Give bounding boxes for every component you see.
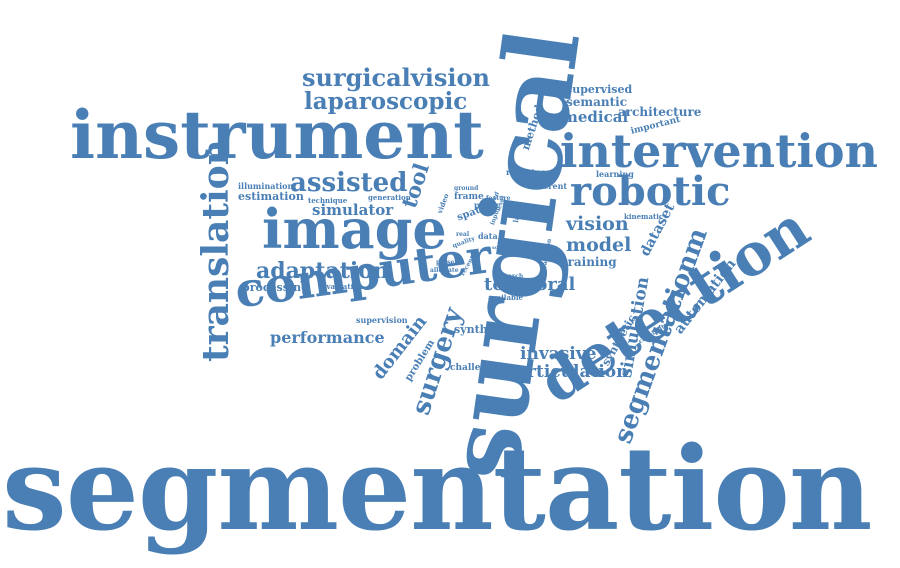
word-training: training bbox=[562, 255, 617, 269]
word-medical: medical bbox=[562, 108, 629, 126]
word-challenging: challenging bbox=[450, 363, 510, 373]
word-robustness: robustness bbox=[506, 167, 556, 177]
word-feature: feature bbox=[486, 195, 511, 202]
word-architecture: architecture bbox=[618, 105, 702, 119]
word-research: research bbox=[494, 273, 524, 280]
word-real: real bbox=[456, 231, 470, 238]
word-alleviate: alleviate bbox=[430, 267, 459, 274]
word-data: data bbox=[478, 231, 498, 241]
word-intervention: intervention bbox=[560, 124, 878, 178]
word-technique: technique bbox=[308, 196, 348, 205]
word-invasive: invasive bbox=[520, 344, 597, 364]
word-video: video bbox=[435, 192, 451, 215]
word-supervised: supervised bbox=[566, 83, 633, 96]
word-vision: vision bbox=[566, 213, 629, 235]
word-frame: frame bbox=[454, 192, 484, 202]
word-learning: learning bbox=[596, 169, 634, 179]
word-adaptation: adaptation bbox=[256, 258, 389, 284]
word-ground: ground bbox=[454, 185, 479, 192]
word-supervision: supervision bbox=[356, 315, 408, 325]
word-robotic: robotic bbox=[570, 168, 731, 215]
word-kinematic: kinematic bbox=[624, 212, 664, 221]
word-processing: processing bbox=[242, 281, 309, 294]
word-performance: performance bbox=[270, 328, 385, 347]
word-segmentation: segmentation bbox=[2, 422, 873, 557]
word-surgicalvision: surgicalvision bbox=[302, 63, 490, 92]
word-model: model bbox=[566, 234, 632, 256]
word-synthesis: synthesis bbox=[454, 323, 512, 336]
word-laparoscopic: laparoscopic bbox=[304, 88, 468, 115]
word-present: present bbox=[436, 259, 462, 266]
word-available: available bbox=[488, 293, 523, 302]
word-semantic: semantic bbox=[566, 95, 627, 109]
word-scene: scene bbox=[492, 245, 508, 251]
word-translation: translation bbox=[195, 139, 237, 362]
word-different: different bbox=[528, 181, 568, 191]
word-articulation: articulation bbox=[516, 362, 629, 382]
word-image: image bbox=[262, 197, 447, 261]
word-assisted: assisted bbox=[290, 168, 408, 198]
word-simulator: simulator bbox=[312, 201, 394, 219]
word-evaluation: evaluation bbox=[322, 282, 363, 291]
word-illumination: illumination bbox=[238, 181, 294, 191]
word-temporal: temporal bbox=[484, 274, 576, 295]
word-generation: generation bbox=[368, 193, 411, 202]
word-estimation: estimation bbox=[238, 190, 304, 203]
word-paper: paper bbox=[474, 200, 500, 210]
word-instrument: instrument bbox=[70, 96, 484, 174]
